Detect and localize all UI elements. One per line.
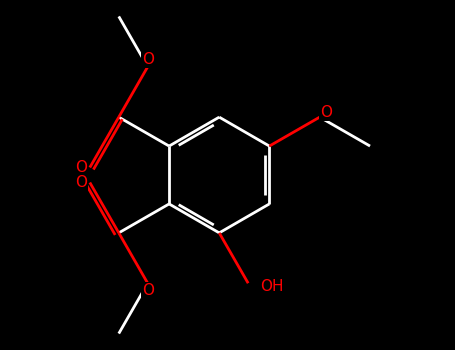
Text: O: O — [320, 105, 332, 120]
Text: O: O — [142, 283, 154, 298]
Text: O: O — [75, 160, 87, 175]
Text: O: O — [142, 52, 154, 67]
Text: OH: OH — [260, 279, 283, 294]
Text: O: O — [75, 175, 87, 190]
